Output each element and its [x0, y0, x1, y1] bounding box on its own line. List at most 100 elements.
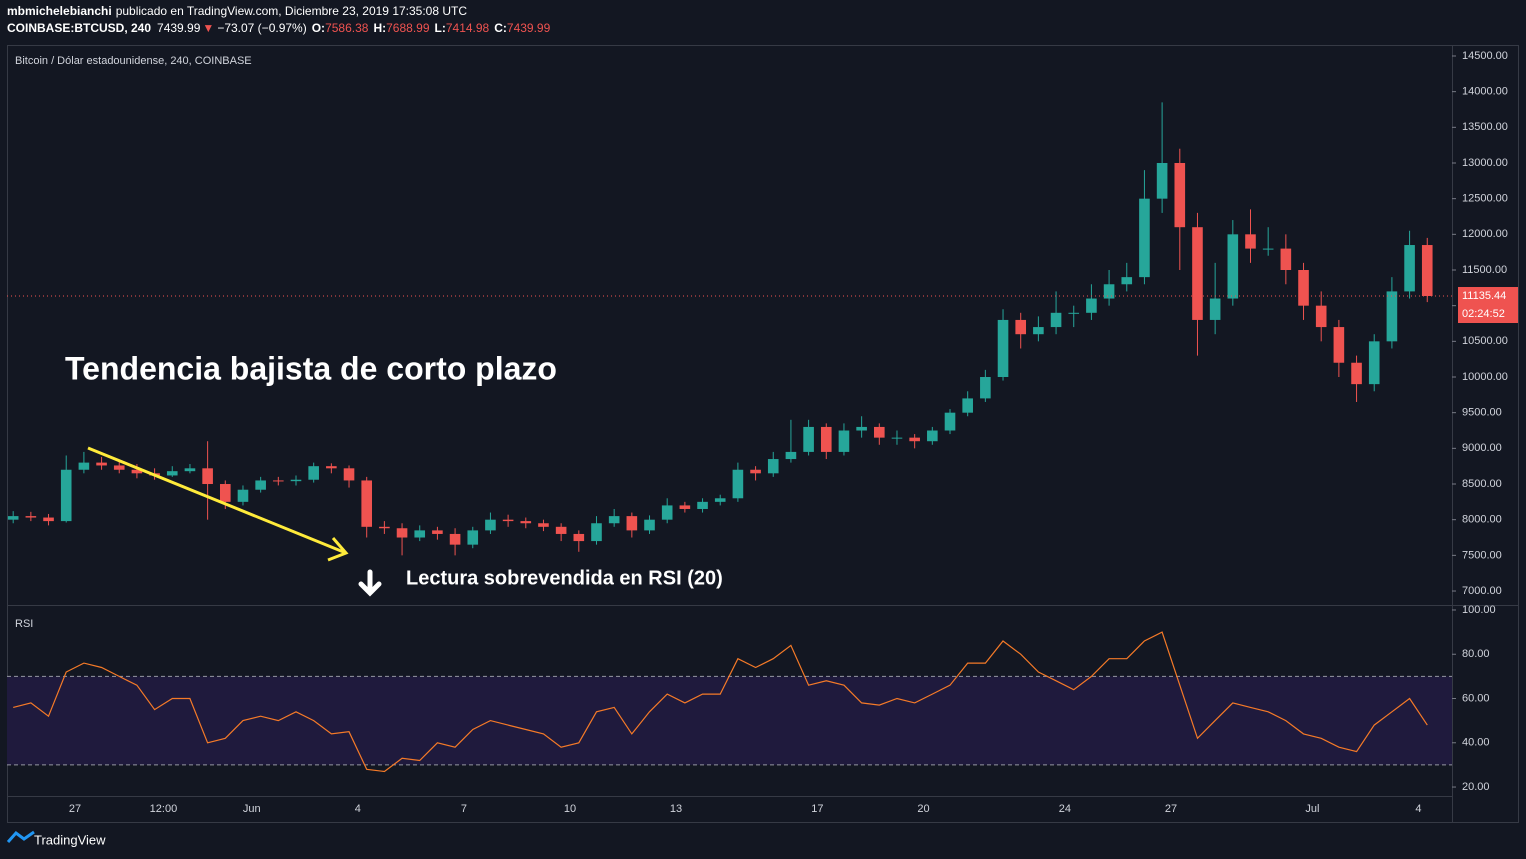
candle-body: [343, 468, 355, 481]
y-tick-label: 10500.00: [1462, 335, 1508, 347]
y-tick-label: 12500.00: [1462, 193, 1508, 205]
candle-body: [202, 468, 213, 485]
x-tick-label: 24: [1059, 803, 1071, 815]
candle-body: [1421, 245, 1433, 297]
candle-body: [1298, 269, 1309, 306]
candle-body: [856, 426, 867, 431]
y-tick-label: 40.00: [1462, 737, 1490, 749]
candle-body: [1315, 305, 1327, 328]
y-tick-label: 7500.00: [1462, 549, 1502, 561]
y-tick-label: 14000.00: [1462, 86, 1508, 98]
candle-body: [1103, 284, 1115, 299]
candle-body: [113, 465, 125, 470]
candle-body: [1280, 248, 1292, 270]
candle-body: [1139, 198, 1150, 278]
candle-body: [1404, 245, 1415, 292]
candle-body: [909, 437, 920, 442]
candle-body: [1386, 291, 1398, 342]
candle-body: [1245, 234, 1256, 249]
candle-body: [1227, 234, 1239, 299]
candle-body: [732, 469, 744, 499]
candle-body: [1086, 298, 1097, 313]
candle-body: [927, 430, 938, 442]
candle-body: [449, 533, 461, 545]
c-label: C:: [494, 21, 507, 35]
candle-body: [361, 480, 373, 527]
candle-body: [661, 505, 673, 520]
y-tick-label: 80.00: [1462, 648, 1490, 660]
c: 7439.99: [507, 21, 551, 35]
candle-body: [502, 519, 514, 522]
candle-body: [997, 319, 1009, 378]
y-tick-label: 11500.00: [1462, 264, 1507, 276]
candle-body: [785, 451, 797, 460]
candle-body: [326, 466, 337, 469]
down-arrow-icon: [358, 569, 382, 597]
price: 7439.99: [157, 21, 201, 35]
y-tick-label: 8000.00: [1462, 514, 1502, 526]
candle-body: [644, 519, 655, 531]
x-tick-label: Jul: [1305, 803, 1319, 815]
candle-body: [767, 459, 779, 474]
candle-body: [1209, 298, 1221, 320]
header-line2: COINBASE:BTCUSD, 240 7439.99 ▼ −73.07 (−0.9…: [7, 21, 551, 35]
candle-body: [414, 530, 426, 538]
x-tick-label: 4: [355, 803, 361, 815]
y-tick-label: 7000.00: [1462, 585, 1502, 597]
candle-body: [379, 526, 390, 529]
candle-body: [962, 398, 973, 413]
candle-body: [608, 516, 620, 524]
y-tick-label: 100.00: [1462, 604, 1496, 616]
y-tick-label: 60.00: [1462, 692, 1490, 704]
rsi-title: RSI: [15, 618, 33, 630]
h-label: H:: [373, 21, 386, 35]
candle-body: [1033, 327, 1044, 335]
candle-body: [96, 462, 107, 466]
pane-title: Bitcoin / Dólar estadounidense, 240, COI…: [15, 55, 252, 67]
candle-body: [290, 479, 302, 482]
candle-body: [1192, 227, 1203, 320]
rsi-pane: 20.00 40.00 60.00 80.00 100.00 27 12:00 Jun 4 7 10…: [7, 604, 1496, 815]
candle-body: [1368, 341, 1380, 385]
countdown: 02:24:52: [1462, 308, 1505, 320]
candle-body: [1015, 319, 1027, 335]
candle-body: [1121, 277, 1133, 285]
y-tick-label: 12000.00: [1462, 228, 1508, 240]
candle-body: [1333, 327, 1345, 363]
h: 7688.99: [386, 21, 430, 35]
candle-body: [396, 528, 408, 538]
candle-body: [78, 462, 90, 470]
candle-body: [237, 489, 249, 502]
candle-body: [166, 471, 178, 476]
x-tick-label: 7: [461, 803, 467, 815]
frame: [7, 45, 1519, 823]
annotation-trend: Tendencia bajista de corto plazo: [65, 350, 557, 386]
candle-body: [485, 519, 496, 531]
rsi-line: [13, 631, 1428, 773]
candle-body: [1351, 362, 1362, 385]
candle-body: [1050, 312, 1062, 328]
candle-body: [573, 533, 585, 542]
candle-body: [944, 412, 956, 431]
candle-body: [184, 468, 196, 472]
y-tick-label: 8500.00: [1462, 478, 1502, 490]
y-tick-label: 13500.00: [1462, 121, 1508, 133]
candle-body: [43, 517, 54, 522]
candle-body: [538, 523, 549, 527]
candle-body: [255, 480, 266, 490]
candle-body: [838, 430, 850, 452]
brand[interactable]: TradingView: [34, 832, 106, 847]
candle-body: [591, 523, 602, 542]
candle-body: [131, 469, 143, 474]
o-label: O:: [312, 21, 325, 35]
candle-body: [679, 505, 691, 509]
y-tick-label: 14500.00: [1462, 50, 1508, 62]
rsi-band: [7, 676, 1452, 765]
published: publicado en TradingView.com, Diciembre …: [116, 4, 468, 18]
candle-body: [697, 501, 708, 509]
x-tick-label: 20: [917, 803, 929, 815]
x-tick-label: 13: [670, 803, 682, 815]
y-tick-label: 10000.00: [1462, 371, 1508, 383]
